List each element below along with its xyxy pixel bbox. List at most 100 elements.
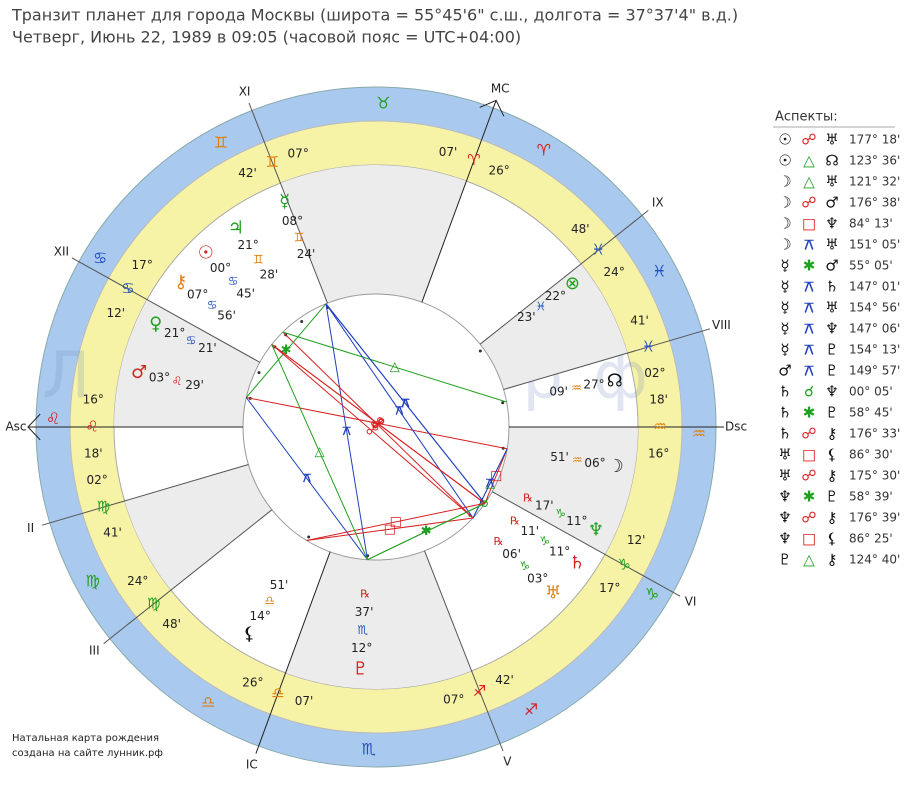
planet-sign: ♑	[555, 506, 566, 520]
aspect-angle: 175° 30'	[849, 469, 900, 483]
house-label: II	[27, 521, 34, 535]
aspect-planet: ⚷	[827, 509, 838, 527]
aspect-planet: ♆	[778, 509, 791, 527]
house-cusp	[503, 328, 711, 390]
planet-degree: 14°	[250, 609, 271, 623]
aspect-angle: 176° 39'	[849, 511, 900, 525]
cusp-degree: 16°	[83, 392, 104, 406]
aspect-type: △	[803, 551, 815, 569]
planet-sign: ♋	[207, 298, 218, 312]
house-sector	[124, 464, 272, 591]
cusp-sign: ♍	[147, 594, 160, 612]
aspect-line	[271, 344, 474, 519]
aspect-angle: 123° 36'	[849, 154, 900, 168]
aspect-type: ☍	[801, 131, 816, 149]
zodiac-sign: ♊	[214, 133, 228, 152]
zodiac-sign: ♉	[376, 94, 390, 113]
aspect-planet: ♆	[825, 383, 838, 401]
aspect-angle: 86° 30'	[849, 448, 893, 462]
cusp-degree: 26°	[242, 675, 263, 689]
aspect-planet: ⚷	[827, 425, 838, 443]
aspect-planet: ☿	[780, 299, 789, 317]
planet-glyph: ♃	[228, 217, 244, 238]
aspect-planet: ♆	[778, 530, 791, 548]
cusp-minutes: 07'	[439, 145, 458, 159]
cusp-degree: 07°	[288, 146, 309, 160]
aspect-line-glyph: ✱	[421, 524, 432, 539]
aspect-type: △	[803, 152, 815, 170]
cusp-minutes: 48'	[162, 617, 181, 631]
cusp-degree: 16°	[648, 447, 669, 461]
house-label: IX	[652, 195, 664, 209]
zodiac-sign: ♓	[652, 261, 666, 280]
planet-sign: ♎	[264, 594, 275, 608]
aspect-planet: ♂	[825, 257, 838, 275]
house-sector	[285, 550, 472, 689]
aspect-line-glyph: △	[315, 445, 325, 460]
planet-glyph: ⊗	[565, 273, 580, 294]
cusp-minutes: 12'	[627, 533, 646, 547]
house-sector	[280, 165, 467, 304]
aspect-line	[325, 303, 474, 519]
house-label: V	[503, 755, 512, 769]
zodiac-sign: ♏	[362, 739, 376, 758]
aspect-line	[306, 517, 474, 541]
aspect-type: □	[802, 530, 816, 548]
aspect-planet: ♇	[825, 404, 838, 422]
cusp-degree: 17°	[599, 581, 620, 595]
aspect-planet: ☉	[778, 152, 791, 170]
planet-glyph: ☉	[198, 243, 214, 264]
planet-sign: ♋	[186, 333, 197, 347]
aspect-angle: 55° 05'	[849, 259, 893, 273]
aspect-line	[325, 303, 486, 504]
cusp-degree: 24°	[604, 265, 625, 279]
aspect-planet: ♂	[778, 362, 791, 380]
cusp-sign: ♐	[473, 682, 486, 700]
aspect-angle: 154° 13'	[849, 343, 900, 357]
planet-glyph: ⚷	[174, 271, 187, 292]
aspect-planet: ♆	[778, 488, 791, 506]
planet-glyph: ☿	[279, 191, 290, 212]
aspect-angle: 121° 32'	[849, 175, 900, 189]
planet-degree: 21°	[164, 326, 185, 340]
cusp-arrow	[27, 413, 41, 441]
aspect-planet: ☿	[780, 320, 789, 338]
cusp-degree: 26°	[488, 164, 509, 178]
cusp-sign: ♍	[97, 498, 110, 516]
planet-minutes: 45'	[236, 287, 255, 301]
cusp-sign: ♈	[467, 151, 480, 169]
aspect-planet: ⚸	[827, 530, 838, 548]
house-cusp	[71, 257, 261, 363]
aspect-line-glyph: ✱	[281, 343, 292, 358]
aspect-planet: ♇	[825, 488, 838, 506]
house-sector	[114, 299, 260, 427]
aspect-type: □	[802, 446, 816, 464]
aspect-type: ⚻	[804, 299, 814, 317]
aspect-planet: ♅	[778, 446, 791, 464]
aspect-planet: ☽	[778, 236, 791, 254]
house-label: Asc	[5, 420, 26, 434]
cusp-minutes: 48'	[571, 222, 590, 236]
planet-retro: ℞	[360, 588, 370, 601]
aspect-type: ⚻	[804, 236, 814, 254]
planet-sign: ♒	[572, 453, 583, 467]
cusp-minutes: 42'	[238, 166, 257, 180]
aspect-planet: ♅	[825, 131, 838, 149]
house-cusp	[255, 551, 331, 754]
aspect-type: △	[803, 173, 815, 191]
cusp-degree: 07°	[443, 693, 464, 707]
aspect-line-glyph: ⚻	[401, 396, 410, 411]
cusp-minutes: 42'	[495, 673, 514, 687]
planet-sign: ♊	[253, 253, 264, 267]
aspect-type: ☍	[801, 425, 816, 443]
cusp-minutes: 41'	[103, 525, 122, 539]
aspect-type: ⚻	[804, 341, 814, 359]
aspect-angle: 58° 39'	[849, 490, 893, 504]
planet-degree: 21°	[237, 238, 258, 252]
aspect-planet: ♅	[825, 299, 838, 317]
aspect-line	[245, 397, 368, 560]
planet-degree: 22°	[545, 289, 566, 303]
house-label: VI	[685, 595, 697, 609]
house-label: MC	[491, 82, 510, 96]
